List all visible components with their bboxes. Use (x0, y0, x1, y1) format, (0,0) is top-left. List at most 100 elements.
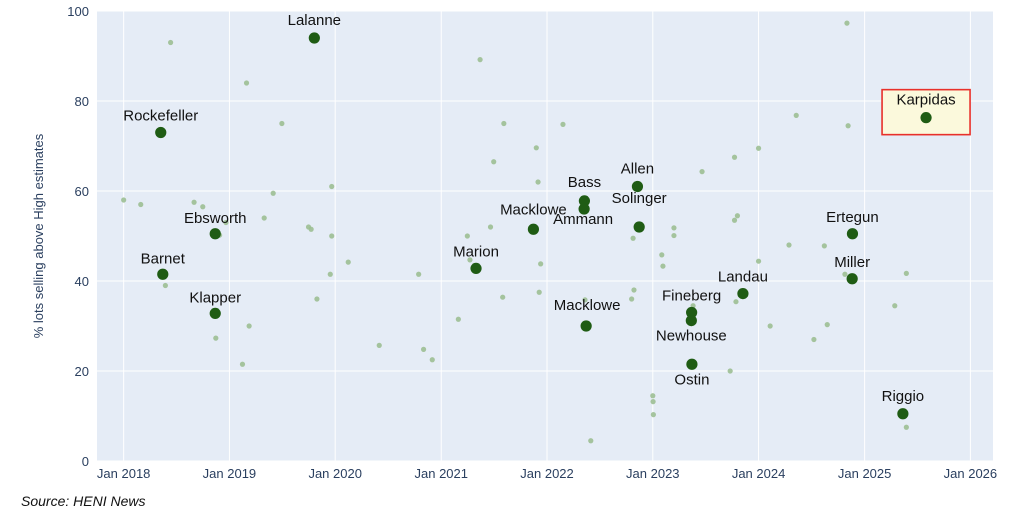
other-sale-point (560, 121, 566, 127)
other-sale-point (660, 263, 666, 269)
other-sale-point (842, 271, 848, 277)
y-tick-label: 20 (75, 364, 89, 379)
other-sale-point (727, 368, 733, 374)
label-newhouse: Newhouse (656, 328, 727, 345)
collection-points (155, 32, 932, 420)
collection-point (470, 262, 482, 274)
x-tick-label: Jan 2018 (97, 466, 151, 481)
other-sale-point (734, 213, 741, 219)
other-sale-point (270, 190, 276, 196)
x-tick-label: Jan 2022 (520, 466, 574, 481)
other-sale-point (239, 361, 246, 367)
label-solinger: Solinger (612, 190, 667, 207)
label-klapper: Klapper (189, 289, 241, 306)
collection-point (631, 180, 644, 193)
other-sale-point (243, 80, 250, 86)
label-ertegun: Ertegun (826, 209, 879, 226)
other-sale-point (162, 282, 168, 289)
collection-point (897, 408, 909, 420)
x-tick-label: Jan 2026 (944, 466, 998, 481)
collection-point (686, 358, 698, 370)
other-sale-point (477, 57, 483, 63)
other-sale-point (246, 323, 252, 329)
y-tick-label: 0 (82, 454, 89, 469)
other-sale-point (261, 215, 267, 221)
collection-point (686, 306, 698, 319)
y-tick-label: 100 (67, 4, 89, 19)
other-sale-point (903, 424, 909, 430)
label-marion: Marion (453, 243, 499, 260)
other-sale-point (329, 233, 335, 239)
collection-point (920, 112, 932, 124)
other-sale-point (631, 287, 637, 293)
other-sale-point (538, 261, 544, 267)
other-sale-point (824, 322, 830, 328)
collection-point (737, 288, 749, 300)
label-allen: Allen (621, 161, 654, 178)
other-sale-point (168, 39, 174, 46)
other-sale-point (671, 225, 677, 231)
x-tick-label: Jan 2020 (308, 466, 362, 481)
other-sale-point (279, 120, 285, 127)
other-sale-point (535, 179, 541, 185)
other-sale-point (671, 232, 677, 239)
collection-point (209, 307, 221, 319)
collection-point (846, 228, 859, 240)
other-sale-point (500, 294, 506, 300)
other-sale-point (416, 271, 422, 277)
other-sale-point (533, 145, 539, 151)
label-ostin: Ostin (674, 371, 709, 388)
plot-area (97, 11, 993, 461)
collection-point (209, 228, 221, 240)
collection-point (157, 268, 169, 280)
other-sale-point (786, 242, 792, 248)
other-sale-point (138, 201, 144, 208)
label-karpidas: Karpidas (896, 92, 955, 109)
collection-point (633, 221, 645, 233)
other-sale-point (420, 346, 427, 352)
label-lalanne: Lalanne (288, 12, 341, 29)
other-sale-point (903, 270, 909, 276)
other-sale-point (491, 159, 497, 165)
other-sale-point (327, 271, 333, 277)
label-macklowe: Macklowe (500, 201, 567, 218)
label-ammann: Ammann (553, 211, 613, 228)
other-sale-point (501, 120, 507, 127)
label-riggio: Riggio (882, 388, 925, 405)
other-sale-point (659, 252, 665, 258)
y-tick-label: 60 (75, 184, 89, 199)
other-sale-point (582, 297, 588, 303)
other-sale-point (121, 197, 127, 203)
other-sale-point (345, 259, 351, 265)
collection-point (846, 273, 858, 285)
x-tick-label: Jan 2024 (732, 466, 786, 481)
other-sale-point (650, 393, 656, 399)
other-sale-point (588, 438, 594, 444)
y-tick-label: 80 (75, 94, 89, 109)
x-tick-label: Jan 2021 (415, 466, 469, 481)
x-tick-label: Jan 2023 (626, 466, 680, 481)
other-sale-point (429, 357, 435, 363)
y-tick-label: 40 (75, 274, 89, 289)
other-sale-point (200, 204, 206, 210)
other-sale-point (314, 296, 320, 302)
other-sale-point (329, 183, 335, 190)
collection-point (527, 223, 540, 235)
other-sale-point (223, 219, 229, 226)
other-sale-point (487, 224, 494, 230)
other-sale-point (455, 316, 461, 322)
other-sale-point (650, 399, 656, 405)
other-sale-point (733, 299, 739, 305)
collection-point (578, 203, 590, 215)
label-barnet: Barnet (141, 250, 186, 267)
other-sale-point (213, 335, 219, 341)
other-sale-point (376, 342, 382, 348)
other-sale-point (844, 20, 850, 26)
collection-labels: Rockefeller Lalanne Ebsworth Barnet Klapper M… (123, 12, 955, 405)
axes: 0 20 40 60 80 100 Jan 2018 Jan 2019 Jan 2020 Jan … (67, 4, 997, 481)
other-sale-point (467, 257, 473, 263)
other-sale-point (191, 199, 197, 205)
label-rockefeller: Rockefeller (123, 108, 198, 125)
grid-lines (97, 10, 993, 462)
other-sale-point (731, 154, 738, 160)
